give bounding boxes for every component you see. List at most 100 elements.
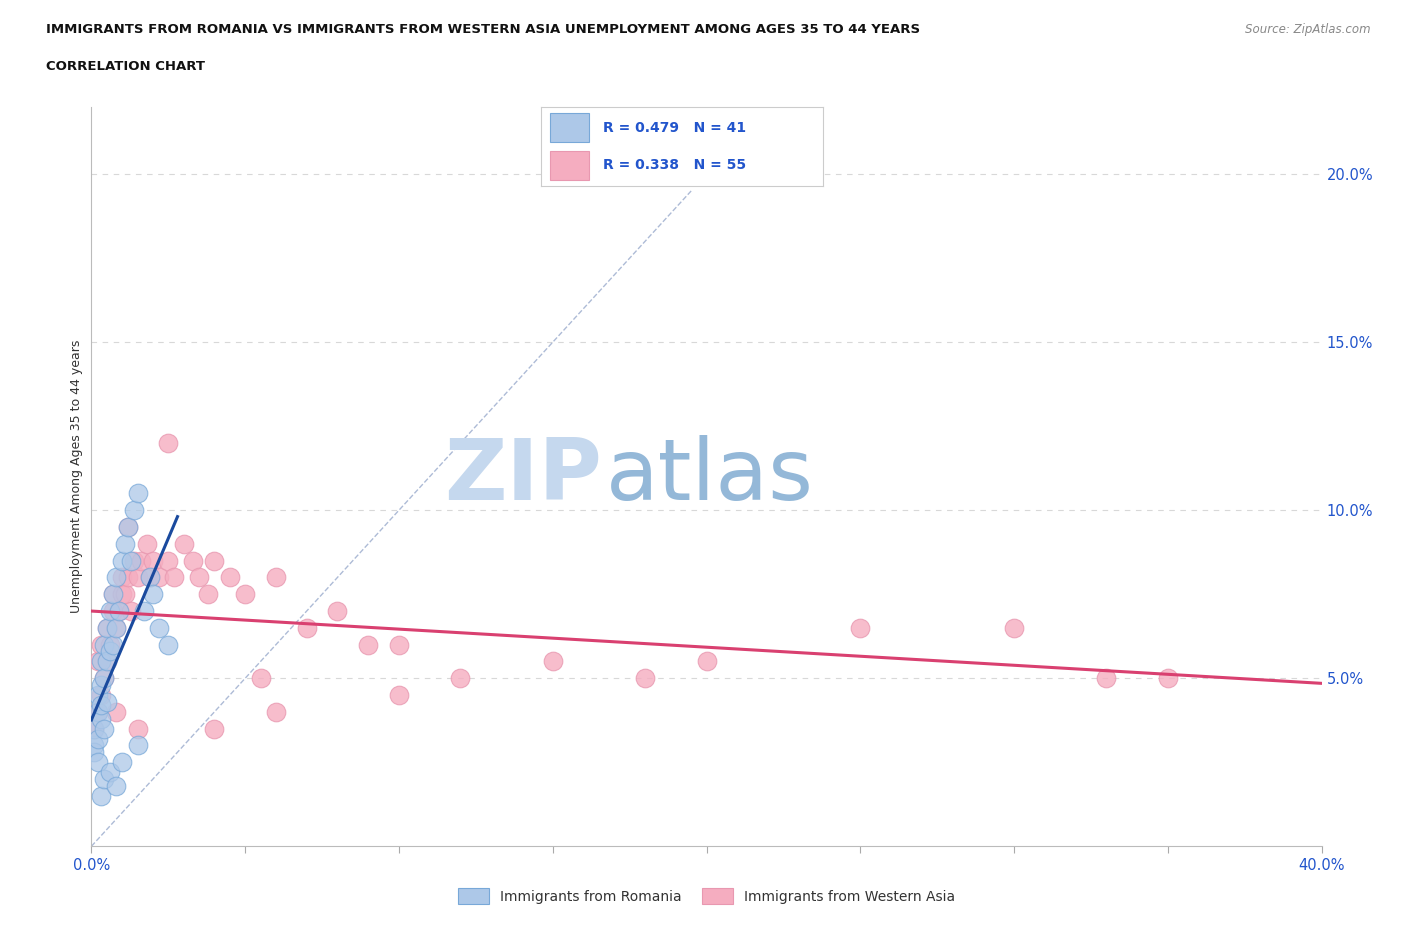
Text: IMMIGRANTS FROM ROMANIA VS IMMIGRANTS FROM WESTERN ASIA UNEMPLOYMENT AMONG AGES : IMMIGRANTS FROM ROMANIA VS IMMIGRANTS FR… xyxy=(46,23,921,36)
Point xyxy=(1002,620,1025,635)
Text: R = 0.338   N = 55: R = 0.338 N = 55 xyxy=(603,158,747,172)
Point xyxy=(202,722,225,737)
Point xyxy=(105,704,127,719)
Point xyxy=(449,671,471,685)
Point xyxy=(135,537,157,551)
Point xyxy=(127,722,149,737)
Text: Source: ZipAtlas.com: Source: ZipAtlas.com xyxy=(1246,23,1371,36)
Point xyxy=(86,731,108,746)
Point xyxy=(264,704,287,719)
Point xyxy=(98,764,121,779)
Point xyxy=(157,553,180,568)
Point xyxy=(98,604,121,618)
Point xyxy=(96,695,118,710)
Point xyxy=(90,711,112,726)
Point xyxy=(148,570,170,585)
Point xyxy=(388,637,411,652)
Point xyxy=(83,722,105,737)
Point xyxy=(295,620,318,635)
Point xyxy=(90,637,112,652)
Point xyxy=(157,435,180,450)
Point xyxy=(86,687,108,702)
Point xyxy=(173,537,195,551)
Point xyxy=(139,570,162,585)
Point xyxy=(105,570,127,585)
Point xyxy=(111,587,134,602)
Point xyxy=(139,570,162,585)
Point xyxy=(120,553,142,568)
Point xyxy=(111,553,134,568)
Point xyxy=(124,553,146,568)
Point xyxy=(86,755,108,770)
Point xyxy=(157,637,180,652)
Point xyxy=(1157,671,1180,685)
Point xyxy=(326,604,349,618)
Point xyxy=(96,620,118,635)
Point xyxy=(218,570,240,585)
Point xyxy=(105,778,127,793)
Point xyxy=(86,704,108,719)
Point xyxy=(108,604,131,618)
Text: CORRELATION CHART: CORRELATION CHART xyxy=(46,60,205,73)
Point xyxy=(127,738,149,753)
Point xyxy=(127,486,149,501)
Point xyxy=(98,637,121,652)
Point xyxy=(264,570,287,585)
Point xyxy=(142,553,165,568)
Bar xyxy=(550,152,589,179)
Text: ZIP: ZIP xyxy=(444,435,602,518)
Point xyxy=(124,503,146,518)
Point xyxy=(114,587,136,602)
Point xyxy=(849,620,872,635)
Point xyxy=(96,620,118,635)
Point xyxy=(96,654,118,669)
Point xyxy=(108,604,131,618)
Point xyxy=(93,722,115,737)
Point xyxy=(90,687,112,702)
Point xyxy=(101,587,124,602)
Point xyxy=(83,722,105,737)
Point xyxy=(96,654,118,669)
Y-axis label: Unemployment Among Ages 35 to 44 years: Unemployment Among Ages 35 to 44 years xyxy=(70,340,83,613)
Point xyxy=(120,604,142,618)
Point xyxy=(117,520,139,535)
Point xyxy=(163,570,186,585)
Point xyxy=(111,755,134,770)
Point xyxy=(1095,671,1118,685)
Point xyxy=(541,654,564,669)
Point xyxy=(249,671,271,685)
Point xyxy=(117,520,139,535)
Legend: Immigrants from Romania, Immigrants from Western Asia: Immigrants from Romania, Immigrants from… xyxy=(453,883,960,910)
Point xyxy=(90,789,112,804)
Point xyxy=(202,553,225,568)
Point xyxy=(86,654,108,669)
Point xyxy=(129,553,152,568)
Point xyxy=(197,587,219,602)
Point xyxy=(101,637,124,652)
Point xyxy=(105,620,127,635)
Point xyxy=(93,637,115,652)
Point xyxy=(93,671,115,685)
Point xyxy=(90,698,112,712)
Point xyxy=(127,570,149,585)
Point xyxy=(114,537,136,551)
Point xyxy=(90,678,112,693)
Point xyxy=(101,604,124,618)
Point xyxy=(86,704,108,719)
Text: atlas: atlas xyxy=(606,435,814,518)
Point xyxy=(105,620,127,635)
Point xyxy=(101,587,124,602)
Point xyxy=(357,637,380,652)
Point xyxy=(83,745,105,760)
Point xyxy=(83,738,105,753)
Point xyxy=(93,671,115,685)
Point xyxy=(696,654,718,669)
Point xyxy=(98,644,121,658)
Point xyxy=(132,604,155,618)
Point xyxy=(90,654,112,669)
Point xyxy=(188,570,211,585)
Point xyxy=(148,620,170,635)
Point xyxy=(117,570,139,585)
Point xyxy=(111,570,134,585)
Bar xyxy=(550,113,589,141)
